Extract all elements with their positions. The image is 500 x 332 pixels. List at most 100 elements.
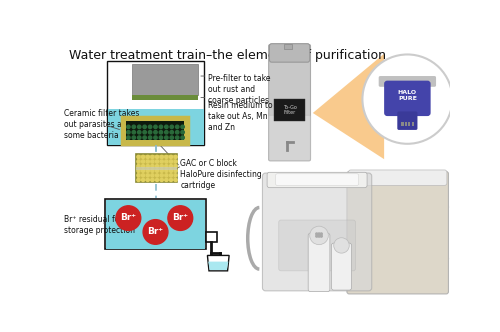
- FancyBboxPatch shape: [398, 112, 417, 130]
- Circle shape: [160, 155, 163, 158]
- Circle shape: [362, 54, 452, 144]
- Circle shape: [316, 235, 318, 237]
- Circle shape: [170, 136, 173, 139]
- Circle shape: [164, 130, 168, 134]
- Circle shape: [176, 125, 179, 128]
- Polygon shape: [208, 255, 229, 271]
- Polygon shape: [313, 54, 384, 159]
- Bar: [132, 64, 198, 95]
- Bar: [401, 122, 404, 126]
- Circle shape: [142, 155, 144, 158]
- Circle shape: [142, 178, 144, 182]
- Circle shape: [156, 178, 158, 182]
- Bar: [274, 99, 305, 121]
- Bar: [284, 44, 292, 49]
- Circle shape: [310, 226, 328, 245]
- Polygon shape: [208, 262, 229, 270]
- Text: HALO
PURE: HALO PURE: [398, 90, 417, 101]
- Circle shape: [146, 174, 150, 177]
- Circle shape: [138, 130, 141, 134]
- Circle shape: [143, 220, 168, 244]
- Circle shape: [174, 169, 177, 172]
- Circle shape: [148, 125, 152, 128]
- FancyBboxPatch shape: [268, 44, 310, 161]
- Bar: [126, 121, 184, 140]
- Bar: [136, 167, 177, 170]
- Circle shape: [316, 233, 318, 235]
- Circle shape: [151, 155, 154, 158]
- FancyBboxPatch shape: [276, 174, 358, 185]
- Text: Water treatment train–the elements of purification: Water treatment train–the elements of pu…: [68, 49, 386, 62]
- Circle shape: [164, 136, 168, 139]
- FancyBboxPatch shape: [347, 172, 448, 294]
- Circle shape: [174, 160, 177, 163]
- FancyBboxPatch shape: [332, 243, 351, 290]
- Circle shape: [151, 169, 154, 172]
- Circle shape: [159, 125, 162, 128]
- Circle shape: [154, 130, 157, 134]
- Circle shape: [181, 130, 184, 134]
- Circle shape: [160, 174, 163, 177]
- Text: To-Go
Filter: To-Go Filter: [282, 105, 296, 115]
- Circle shape: [318, 233, 320, 235]
- Circle shape: [320, 235, 322, 237]
- FancyBboxPatch shape: [378, 76, 436, 87]
- Circle shape: [156, 155, 158, 158]
- Text: Resin medium to
take out As, Mn
and Zn: Resin medium to take out As, Mn and Zn: [208, 101, 273, 132]
- Circle shape: [142, 160, 144, 163]
- Bar: [108, 61, 204, 145]
- Bar: [206, 232, 216, 242]
- Circle shape: [156, 160, 158, 163]
- Circle shape: [148, 130, 152, 134]
- Circle shape: [165, 174, 168, 177]
- Bar: [108, 109, 204, 144]
- Circle shape: [164, 125, 168, 128]
- Circle shape: [174, 165, 177, 168]
- Circle shape: [142, 169, 144, 172]
- Circle shape: [138, 136, 141, 139]
- Circle shape: [146, 165, 150, 168]
- Circle shape: [165, 165, 168, 168]
- Circle shape: [165, 178, 168, 182]
- Circle shape: [170, 178, 172, 182]
- Bar: [132, 95, 198, 100]
- Circle shape: [132, 125, 136, 128]
- Circle shape: [334, 238, 349, 253]
- FancyBboxPatch shape: [384, 81, 430, 116]
- Circle shape: [137, 160, 140, 163]
- Circle shape: [159, 136, 162, 139]
- Circle shape: [160, 160, 163, 163]
- Circle shape: [143, 136, 146, 139]
- Bar: [136, 154, 177, 182]
- Circle shape: [142, 165, 144, 168]
- Text: Br⁺ residual for
storage protection: Br⁺ residual for storage protection: [64, 214, 135, 235]
- Circle shape: [146, 155, 150, 158]
- Circle shape: [320, 233, 322, 235]
- Circle shape: [151, 174, 154, 177]
- Circle shape: [170, 130, 173, 134]
- Circle shape: [126, 130, 130, 134]
- Circle shape: [160, 178, 163, 182]
- Circle shape: [151, 178, 154, 182]
- Circle shape: [165, 155, 168, 158]
- FancyBboxPatch shape: [348, 170, 447, 185]
- FancyBboxPatch shape: [267, 172, 367, 188]
- Circle shape: [142, 174, 144, 177]
- Circle shape: [138, 125, 141, 128]
- Circle shape: [151, 165, 154, 168]
- Circle shape: [165, 169, 168, 172]
- Circle shape: [170, 165, 172, 168]
- Text: HaloPure disinfecting
cartridge: HaloPure disinfecting cartridge: [180, 170, 262, 190]
- Circle shape: [318, 235, 320, 237]
- Circle shape: [156, 169, 158, 172]
- Circle shape: [160, 169, 163, 172]
- Circle shape: [156, 174, 158, 177]
- Circle shape: [137, 169, 140, 172]
- Circle shape: [170, 174, 172, 177]
- Circle shape: [126, 125, 130, 128]
- Circle shape: [176, 136, 179, 139]
- Circle shape: [137, 165, 140, 168]
- Circle shape: [132, 136, 136, 139]
- Bar: [122, 117, 188, 144]
- Circle shape: [151, 160, 154, 163]
